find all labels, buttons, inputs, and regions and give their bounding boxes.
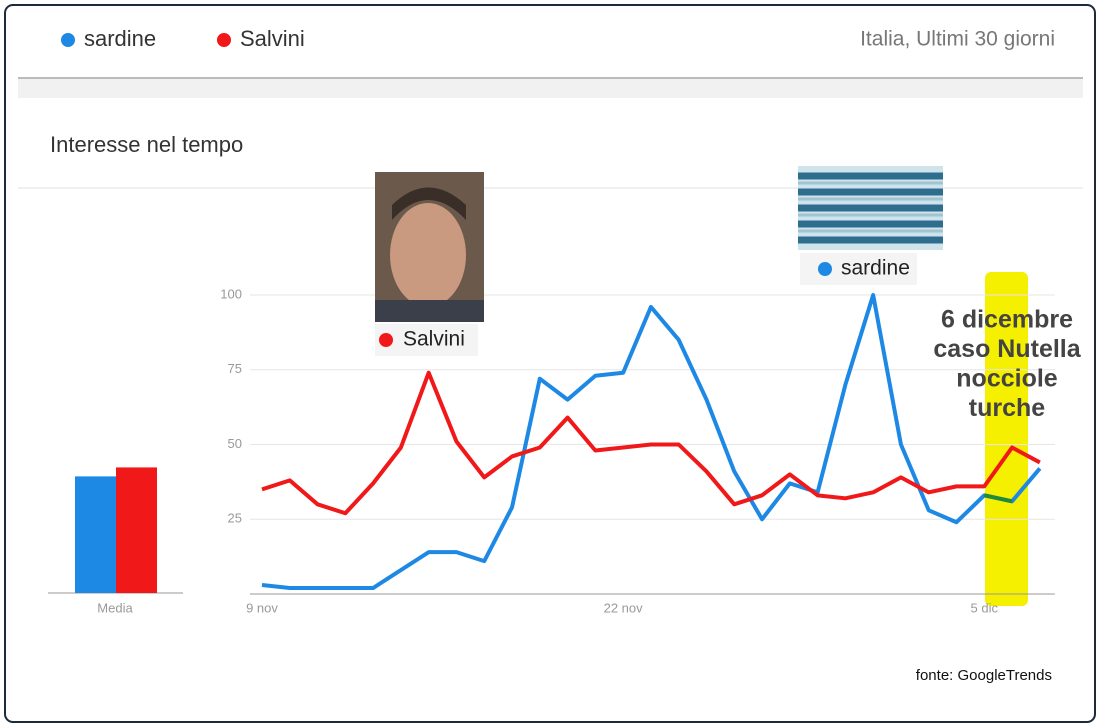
- legend-label: sardine: [84, 26, 156, 51]
- sardine-photo: [798, 166, 943, 250]
- annotation-line: nocciole: [956, 365, 1058, 393]
- y-tick-label: 25: [228, 511, 242, 526]
- series-label: Salvini: [403, 328, 465, 351]
- y-tick-label: 100: [220, 286, 242, 301]
- x-tick-label: 9 nov: [246, 600, 278, 615]
- frame: [4, 4, 1096, 723]
- plot: 25 50 75 100 9 nov 22 nov 5 dic: [75, 286, 1055, 615]
- annotation-line: turche: [969, 394, 1046, 422]
- mean-bar: [75, 476, 116, 593]
- series-line: [261, 293, 1042, 591]
- series-line: [261, 370, 1041, 516]
- series-label: sardine: [841, 257, 910, 280]
- x-tick-label: 5 dic: [971, 600, 999, 615]
- header-bar: [18, 18, 1083, 78]
- y-tick-label: 75: [228, 361, 242, 376]
- annotation-line: 6 dicembre: [941, 306, 1073, 334]
- header-shadow: [18, 78, 1083, 98]
- salvini-photo: [375, 172, 484, 322]
- annotation-line: caso Nutella: [933, 335, 1081, 363]
- source: fonte: GoogleTrends: [916, 667, 1052, 684]
- highlight-line: [983, 493, 1013, 504]
- mean-label: Media: [97, 600, 133, 615]
- subtitle: Italia, Ultimi 30 giorni: [860, 28, 1055, 51]
- label-dot: [818, 262, 832, 276]
- legend-label: Salvini: [240, 26, 305, 51]
- chart-title: Interesse nel tempo: [50, 132, 243, 157]
- x-tick-label: 22 nov: [604, 600, 644, 615]
- mean-bar: [116, 467, 157, 593]
- label-dot: [379, 333, 393, 347]
- highlight: [985, 272, 1028, 606]
- y-tick-label: 50: [228, 436, 242, 451]
- legend-dot: [217, 33, 231, 47]
- legend-dot: [61, 33, 75, 47]
